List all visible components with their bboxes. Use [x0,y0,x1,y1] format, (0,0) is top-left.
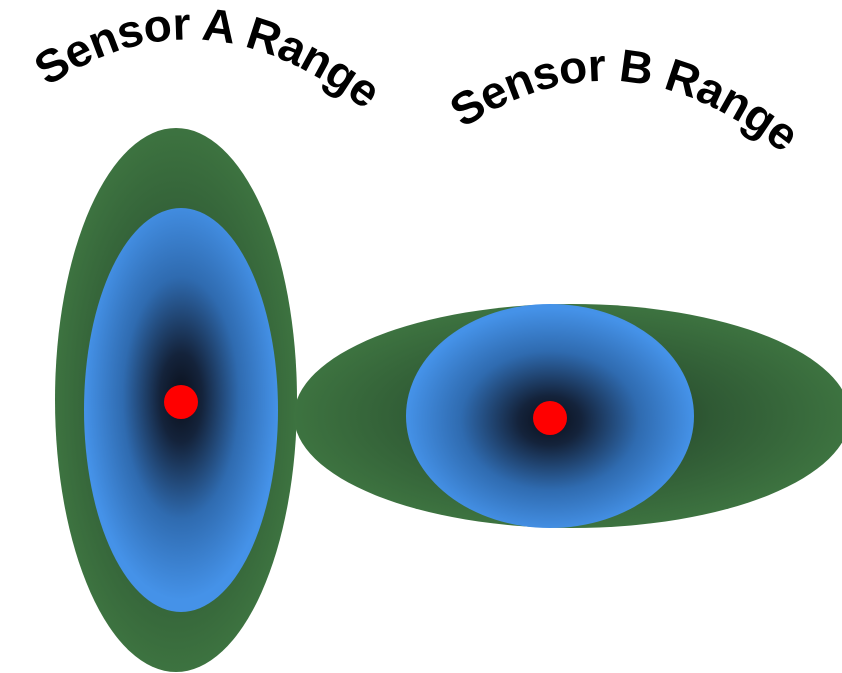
sensor-b-center-dot [533,401,567,435]
sensor-b [294,304,842,528]
sensor-a-center-dot [164,385,198,419]
sensor-b-label: Sensor B Range [441,39,809,162]
sensor-a-label-text: Sensor A Range [25,0,391,118]
sensor-a [55,128,297,672]
sensor-b-label-text: Sensor B Range [441,39,810,162]
sensor-a-label: Sensor A Range [25,0,390,118]
